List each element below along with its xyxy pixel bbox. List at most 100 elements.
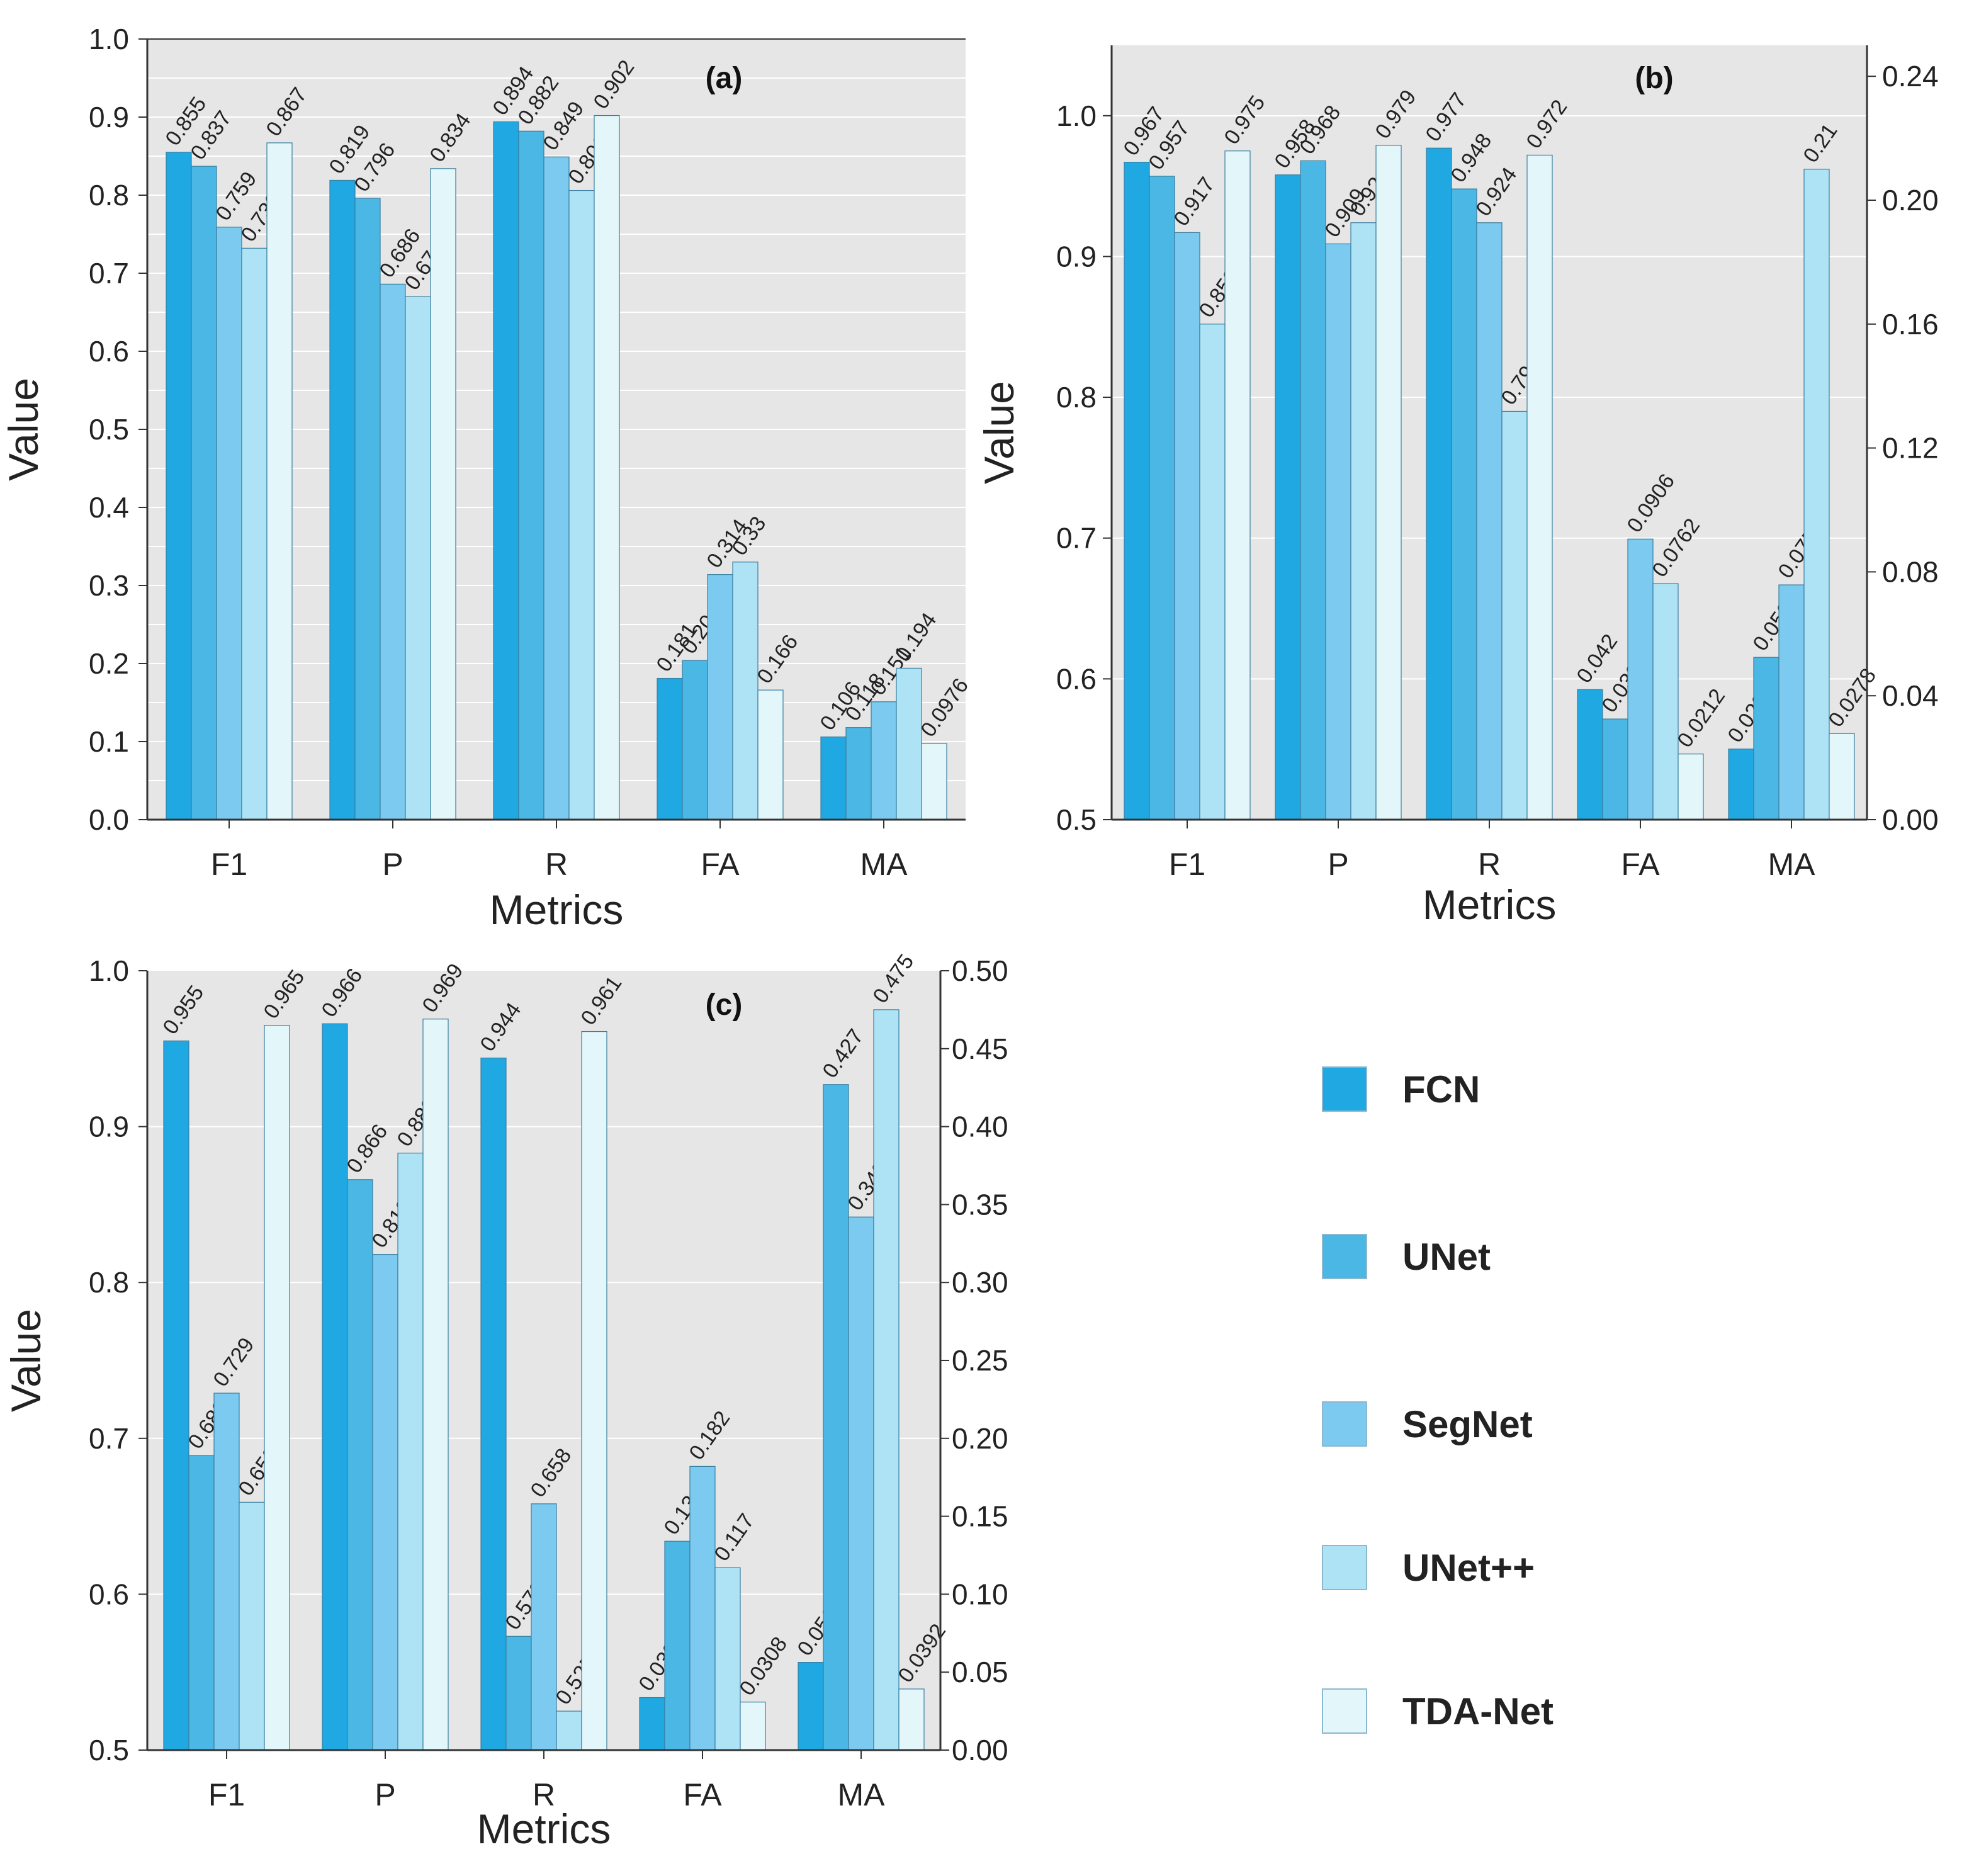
x-axis-title: Metrics [490, 886, 624, 933]
bar-unet-r [505, 1636, 532, 1751]
legend-swatch-segnet [1322, 1401, 1367, 1447]
y2-tick-label: 0.45 [952, 1032, 1008, 1065]
y2-tick-label: 0.00 [1882, 803, 1939, 836]
bar-unet-f1 [191, 166, 217, 820]
y-tick-label: 0.5 [1056, 803, 1097, 836]
legend-swatch-unet [1322, 1234, 1367, 1279]
y-tick-label: 1.0 [89, 23, 129, 55]
bar-unet-p [347, 1179, 373, 1751]
bar-segnet-ma [871, 701, 897, 820]
panel-label: (a) [706, 62, 743, 95]
bar-tda-net-f1 [266, 142, 293, 820]
panel-c: 0.9550.6890.7290.6590.965F10.9660.8660.8… [3, 950, 1008, 1852]
y2-tick-label: 0.20 [952, 1422, 1008, 1455]
bar-tda-net-r [581, 1031, 607, 1751]
bar-unet-f1 [1149, 176, 1175, 820]
legend-swatch-tdanet [1322, 1688, 1367, 1734]
bar-tda-net-p [1375, 145, 1402, 820]
x-tick-label: R [545, 847, 568, 882]
bar-fcn-p [329, 179, 356, 820]
bar-unetpp-r [1501, 410, 1528, 820]
x-tick-label: P [1328, 847, 1348, 882]
bar-unet-p [354, 198, 381, 820]
y-tick-label: 0.6 [89, 1578, 129, 1610]
y-tick-label: 0.4 [89, 491, 129, 524]
legend-item-fcn: FCN [1322, 1064, 1480, 1114]
bar-tda-net-fa [757, 689, 784, 820]
bar-unetpp-ma [1803, 169, 1830, 820]
bar-fcn-r [1426, 147, 1452, 820]
bar-tda-net-f1 [264, 1025, 290, 1751]
bar-fcn-fa [1577, 689, 1603, 820]
bar-tda-net-fa [1678, 754, 1704, 820]
bar-unetpp-fa [1652, 583, 1679, 820]
bar-fcn-p [322, 1023, 348, 1751]
bar-unet-p [1300, 160, 1326, 820]
panel-label: (b) [1635, 62, 1673, 95]
bar-unetpp-f1 [1199, 324, 1226, 820]
bar-unet-r [1451, 188, 1477, 820]
bar-fcn-f1 [166, 152, 192, 820]
bar-fcn-fa [657, 677, 683, 820]
bar-fcn-ma [798, 1662, 824, 1751]
bar-unet-ma [823, 1084, 849, 1751]
bar-tda-net-p [422, 1019, 449, 1751]
x-tick-label: MA [1768, 847, 1816, 882]
y-tick-label: 0.5 [89, 1734, 129, 1766]
x-tick-label: MA [838, 1777, 886, 1812]
bar-segnet-fa [1627, 538, 1654, 820]
y2-tick-label: 0.05 [952, 1656, 1008, 1688]
bar-unetpp-f1 [239, 1501, 265, 1751]
legend-label-fcn: FCN [1402, 1068, 1480, 1110]
y2-tick-label: 0.30 [952, 1266, 1008, 1299]
x-tick-label: R [1478, 847, 1501, 882]
y-tick-label: 0.7 [89, 257, 129, 290]
x-axis-title: Metrics [477, 1805, 611, 1852]
y-axis-title: Value [0, 378, 47, 481]
legend-item-segnet: SegNet [1322, 1399, 1533, 1449]
y-tick-label: 0.9 [1056, 240, 1097, 273]
legend-item-unetpp: UNet++ [1322, 1542, 1535, 1593]
y2-tick-label: 0.50 [952, 954, 1008, 987]
bar-segnet-r [1476, 222, 1503, 820]
y-tick-label: 0.0 [89, 803, 129, 836]
y-tick-label: 1.0 [1056, 99, 1097, 132]
x-tick-label: FA [683, 1777, 722, 1812]
bar-unetpp-p [397, 1153, 424, 1751]
y2-tick-label: 0.15 [952, 1500, 1008, 1533]
y-tick-label: 0.5 [89, 413, 129, 446]
bar-fcn-fa [639, 1697, 665, 1751]
y2-tick-label: 0.08 [1882, 555, 1939, 588]
x-tick-label: F1 [211, 847, 247, 882]
y2-tick-label: 0.24 [1882, 60, 1939, 93]
bar-fcn-r [493, 121, 519, 820]
bar-segnet-p [372, 1254, 398, 1751]
y-tick-label: 0.7 [89, 1422, 129, 1455]
legend-label-tdanet: TDA-Net [1402, 1690, 1554, 1732]
bar-unetpp-ma [873, 1009, 900, 1751]
y-tick-label: 0.6 [1056, 662, 1097, 695]
bar-tda-net-r [1526, 154, 1553, 820]
panel-a: 0.8550.8370.7590.7320.867F10.8190.7960.6… [0, 23, 973, 933]
bar-unetpp-f1 [241, 247, 268, 820]
bar-fcn-r [480, 1058, 507, 1751]
bar-unetpp-fa [732, 562, 759, 820]
y-tick-label: 0.9 [89, 1110, 129, 1143]
bar-segnet-f1 [216, 227, 242, 820]
legend-label-unet: UNet [1402, 1235, 1491, 1278]
y2-tick-label: 0.35 [952, 1188, 1008, 1221]
y-tick-label: 0.8 [89, 1266, 129, 1299]
bar-tda-net-ma [921, 743, 947, 820]
y2-tick-label: 0.04 [1882, 679, 1939, 712]
y2-tick-label: 0.16 [1882, 308, 1939, 341]
bar-unetpp-p [1350, 222, 1377, 820]
bar-unet-fa [1602, 718, 1628, 820]
panel-label: (c) [706, 988, 743, 1022]
x-tick-label: MA [860, 847, 908, 882]
bar-fcn-ma [820, 736, 847, 820]
bar-segnet-ma [848, 1216, 874, 1751]
bar-unet-ma [1753, 657, 1779, 820]
bar-segnet-f1 [213, 1393, 240, 1751]
bar-tda-net-ma [898, 1688, 925, 1751]
y-tick-label: 0.3 [89, 569, 129, 602]
